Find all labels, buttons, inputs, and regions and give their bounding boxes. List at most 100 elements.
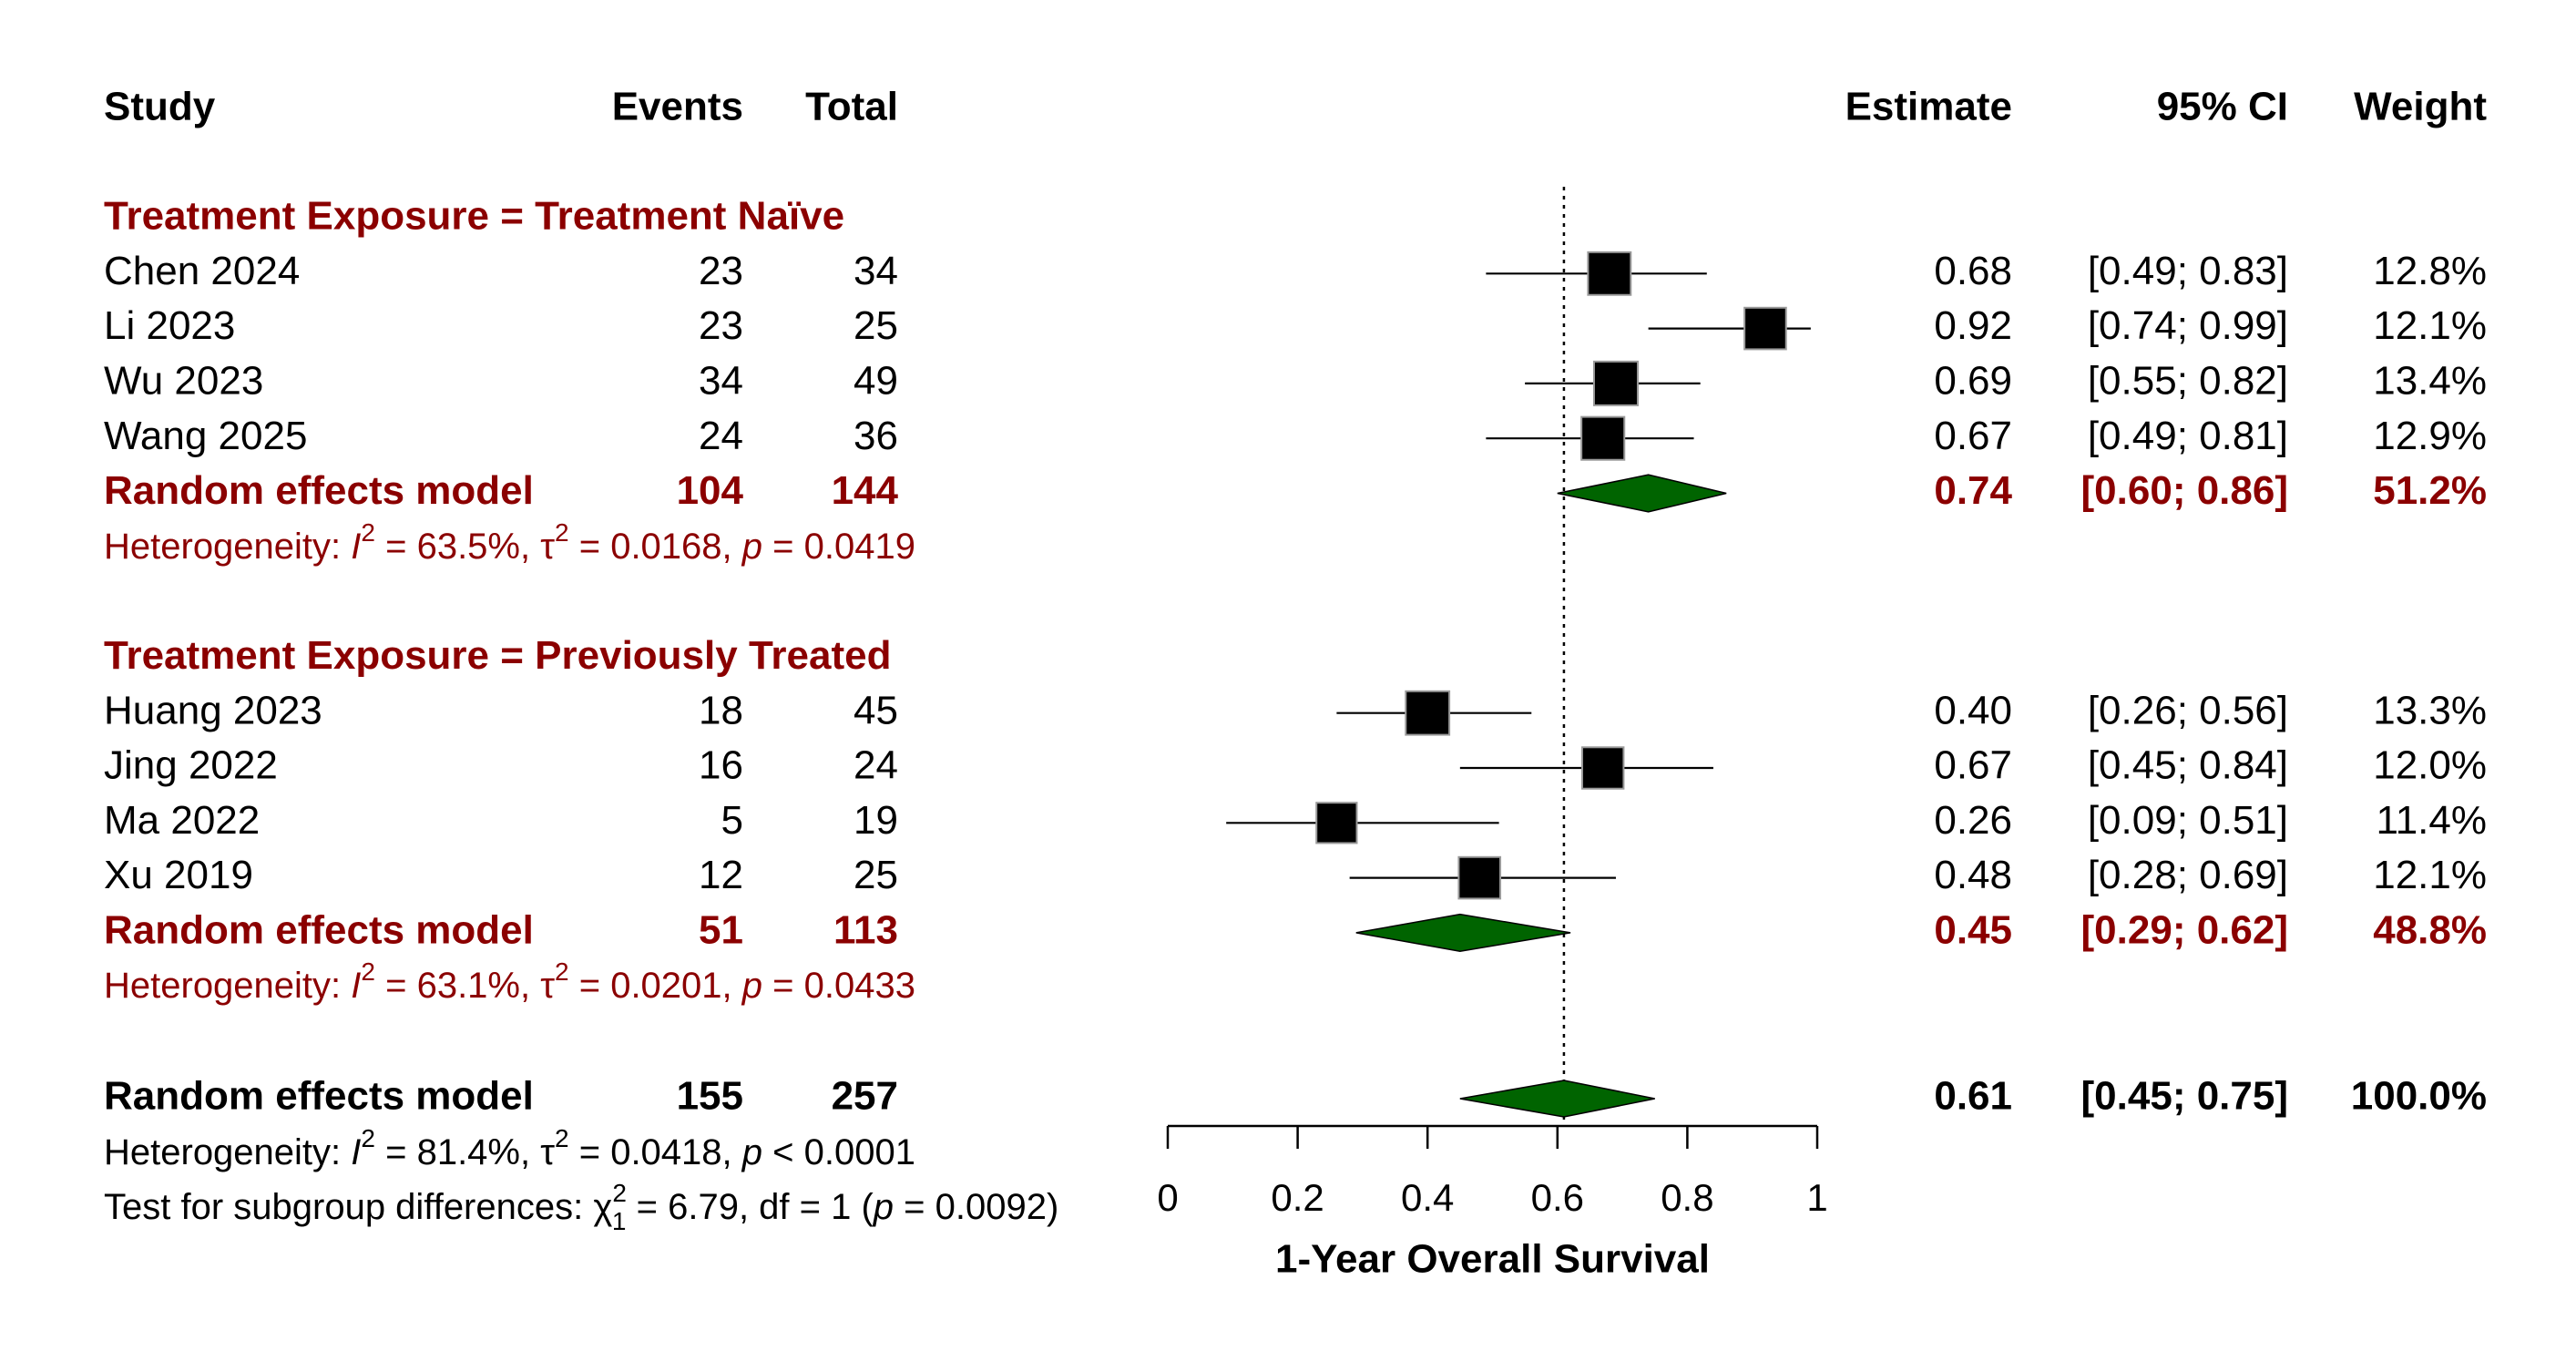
study-row: Chen 2024 23 34 0.68 [0.49; 0.83] 12.8%	[104, 249, 2487, 296]
model-events: 104	[677, 468, 744, 513]
model-estimate: 0.45	[1934, 908, 2012, 953]
subgroup-model-row: Random effects model 104 144 0.74 [0.60; 0.8…	[104, 468, 2487, 513]
header-95ci: 95% CI	[2157, 85, 2288, 129]
header-estimate: Estimate	[1845, 85, 2012, 129]
header-weight: Weight	[2354, 85, 2487, 129]
study-ci: [0.26; 0.56]	[2088, 688, 2288, 732]
study-square	[1580, 415, 1626, 461]
study-weight: 13.4%	[2373, 359, 2487, 404]
overall-ci: [0.45; 0.75]	[2081, 1074, 2288, 1119]
study-weight: 12.0%	[2373, 743, 2487, 788]
model-weight: 51.2%	[2373, 468, 2487, 513]
study-name: Chen 2024	[104, 249, 300, 293]
subgroup-title: Treatment Exposure = Previously Treated	[104, 633, 891, 678]
study-events: 12	[699, 853, 743, 897]
study-ci: [0.49; 0.81]	[2088, 414, 2288, 458]
study-total: 45	[854, 688, 898, 732]
study-total: 19	[854, 798, 898, 843]
study-square	[1580, 746, 1625, 790]
study-name: Li 2023	[104, 303, 235, 348]
study-row: Ma 2022 5 19 0.26 [0.09; 0.51] 11.4%	[104, 798, 2487, 844]
study-events: 23	[699, 303, 743, 348]
study-weight: 12.1%	[2373, 853, 2487, 897]
overall-weight: 100.0%	[2351, 1074, 2487, 1119]
model-weight: 48.8%	[2373, 908, 2487, 953]
study-events: 18	[699, 688, 743, 732]
study-ci: [0.49; 0.83]	[2088, 249, 2288, 293]
study-events: 5	[721, 798, 743, 843]
study-square	[1405, 690, 1451, 736]
study-weight: 13.3%	[2373, 688, 2487, 732]
overall-events: 155	[677, 1074, 743, 1119]
study-estimate: 0.26	[1934, 798, 2012, 843]
header-total: Total	[805, 85, 898, 129]
x-tick-label: 1	[1806, 1176, 1827, 1219]
model-estimate: 0.74	[1934, 468, 2012, 513]
x-axis-title: 1-Year Overall Survival	[1275, 1237, 1710, 1282]
model-ci: [0.29; 0.62]	[2081, 908, 2288, 953]
overall-total: 257	[832, 1074, 898, 1119]
subgroup-diamond	[1557, 474, 1727, 513]
study-row: Wu 2023 34 49 0.69 [0.55; 0.82] 13.4%	[104, 359, 2487, 406]
study-row: Jing 2022 16 24 0.67 [0.45; 0.84] 12.0%	[104, 743, 2487, 790]
model-label: Random effects model	[104, 908, 534, 953]
overall-label: Random effects model	[104, 1074, 534, 1119]
study-estimate: 0.48	[1934, 853, 2012, 897]
study-estimate: 0.67	[1934, 414, 2012, 458]
study-weight: 11.4%	[2377, 798, 2488, 843]
overall-estimate: 0.61	[1934, 1074, 2012, 1119]
study-total: 25	[854, 853, 898, 897]
header-events: Events	[612, 85, 743, 129]
study-ci: [0.74; 0.99]	[2088, 303, 2288, 348]
x-tick-label: 0.8	[1661, 1176, 1713, 1219]
model-ci: [0.60; 0.86]	[2081, 468, 2288, 513]
model-events: 51	[699, 908, 743, 953]
study-row: Huang 2023 18 45 0.40 [0.26; 0.56] 13.3%	[104, 688, 2487, 736]
model-label: Random effects model	[104, 468, 534, 513]
study-ci: [0.28; 0.69]	[2088, 853, 2288, 897]
study-name: Wang 2025	[104, 414, 307, 458]
study-total: 25	[854, 303, 898, 348]
x-tick-label: 0.4	[1401, 1176, 1454, 1219]
x-tick-label: 0.6	[1531, 1176, 1584, 1219]
x-axis: 0 0.2 0.4 0.6 0.8 1 1-Year Overall Survival	[1157, 1124, 1828, 1282]
study-events: 23	[699, 249, 743, 293]
study-square	[1457, 855, 1502, 900]
subgroup-test: Test for subgroup differences: χ2 1 = 6.7…	[104, 1179, 1058, 1235]
model-total: 113	[833, 908, 898, 953]
study-row: Li 2023 23 25 0.92 [0.74; 0.99] 12.1%	[104, 303, 2487, 351]
subgroup-title: Treatment Exposure = Treatment Naïve	[104, 194, 844, 239]
subgroup-heterogeneity: Heterogeneity: I2 = 63.5%, τ2 = 0.0168, …	[104, 518, 915, 567]
study-total: 49	[854, 359, 898, 404]
x-tick-label: 0	[1157, 1176, 1178, 1219]
study-row: Wang 2025 24 36 0.67 [0.49; 0.81] 12.9%	[104, 414, 2487, 461]
study-total: 36	[854, 414, 898, 458]
study-events: 16	[699, 743, 743, 788]
study-ci: [0.45; 0.84]	[2088, 743, 2288, 788]
study-estimate: 0.67	[1934, 743, 2012, 788]
study-name: Wu 2023	[104, 359, 263, 404]
study-estimate: 0.69	[1934, 359, 2012, 404]
study-estimate: 0.92	[1934, 303, 2012, 348]
x-tick-label: 0.2	[1271, 1176, 1324, 1219]
study-name: Xu 2019	[104, 853, 253, 897]
study-name: Jing 2022	[104, 743, 278, 788]
study-weight: 12.9%	[2373, 414, 2487, 458]
study-square	[1592, 360, 1639, 406]
study-name: Ma 2022	[104, 798, 260, 843]
model-total: 144	[832, 468, 899, 513]
study-events: 34	[699, 359, 743, 404]
subgroup-model-row: Random effects model 51 113 0.45 [0.29; 0.62…	[104, 908, 2487, 953]
overall-model-row: Random effects model 155 257 0.61 [0.45; 0.7…	[104, 1074, 2487, 1119]
study-weight: 12.8%	[2373, 249, 2487, 293]
study-total: 34	[854, 249, 898, 293]
study-square	[1587, 251, 1632, 296]
header-study: Study	[104, 85, 216, 129]
study-events: 24	[699, 414, 743, 458]
study-estimate: 0.40	[1934, 688, 2012, 732]
subgroup-diamond	[1355, 913, 1571, 952]
study-ci: [0.09; 0.51]	[2088, 798, 2288, 843]
subgroup-heterogeneity: Heterogeneity: I2 = 63.1%, τ2 = 0.0201, …	[104, 957, 915, 1006]
study-total: 24	[854, 743, 898, 788]
